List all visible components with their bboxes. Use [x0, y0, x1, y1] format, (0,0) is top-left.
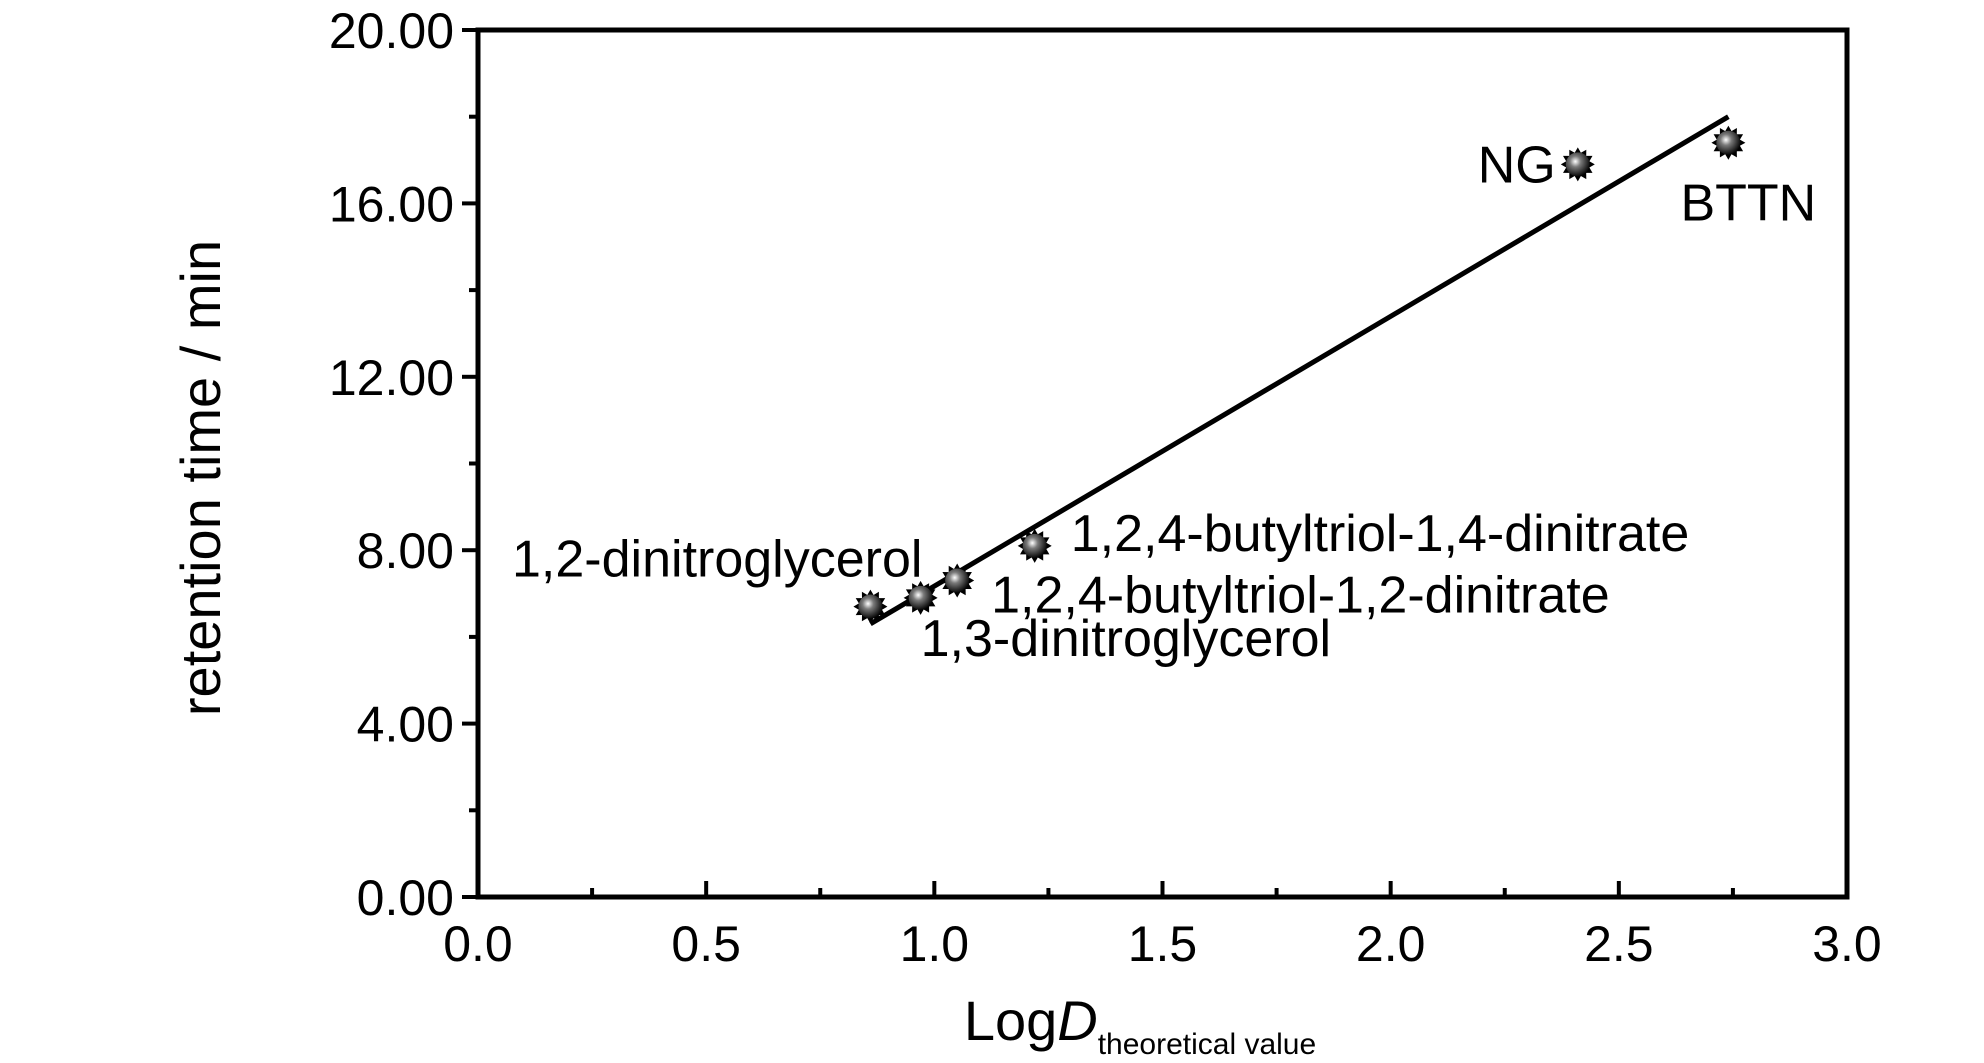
data-point	[1017, 528, 1052, 563]
data-point	[1711, 125, 1746, 160]
point-label: BTTN	[1680, 175, 1816, 233]
data-point	[903, 580, 938, 615]
plot-frame	[475, 27, 1850, 900]
x-axis-label-prefix: Log	[964, 989, 1057, 1052]
axis-ticks	[462, 28, 1849, 899]
x-axis-label-subscript: theoretical value	[1098, 1028, 1316, 1061]
data-point	[853, 589, 888, 624]
fit-line-group	[869, 114, 1730, 627]
y-axis-label: retention time / min	[169, 240, 232, 716]
y-tick-label: 4.00	[357, 697, 454, 753]
x-tick-label: 0.5	[671, 916, 741, 972]
point-label: 1,2,4-butyltriol-1,2-dinitrate	[991, 567, 1610, 625]
tick-labels: 0.0 0.5 1.0 1.5 2.0 2.5 3.0 0.00 4.00 8.00 12.00 16…	[329, 3, 1882, 972]
point-label: 1,2,4-butyltriol-1,4-dinitrate	[1071, 505, 1690, 563]
x-tick-label: 2.0	[1356, 916, 1426, 972]
plot-area	[475, 27, 1850, 900]
y-tick-label: 8.00	[357, 523, 454, 579]
point-label: NG	[1478, 136, 1556, 194]
data-point	[1560, 147, 1595, 182]
data-point	[940, 563, 975, 598]
y-tick-label: 20.00	[329, 3, 454, 59]
y-tick-label: 0.00	[357, 870, 454, 926]
y-tick-label: 16.00	[329, 176, 454, 232]
x-tick-label: 1.0	[900, 916, 970, 972]
x-axis-label-italic: D	[1057, 989, 1097, 1052]
point-label: 1,2-dinitroglycerol	[512, 531, 922, 589]
data-points	[853, 125, 1746, 624]
point-label: 1,3-dinitroglycerol	[921, 610, 1331, 668]
x-axis-label: LogDtheoretical value	[964, 989, 1316, 1061]
fit-line	[869, 114, 1730, 627]
x-tick-label: 0.0	[443, 916, 513, 972]
x-tick-label: 2.5	[1584, 916, 1654, 972]
y-tick-label: 12.00	[329, 350, 454, 406]
point-labels: 1,2-dinitroglycerol1,3-dinitroglycerol1,…	[512, 136, 1816, 668]
x-tick-label: 1.5	[1128, 916, 1198, 972]
x-tick-label: 3.0	[1812, 916, 1882, 972]
